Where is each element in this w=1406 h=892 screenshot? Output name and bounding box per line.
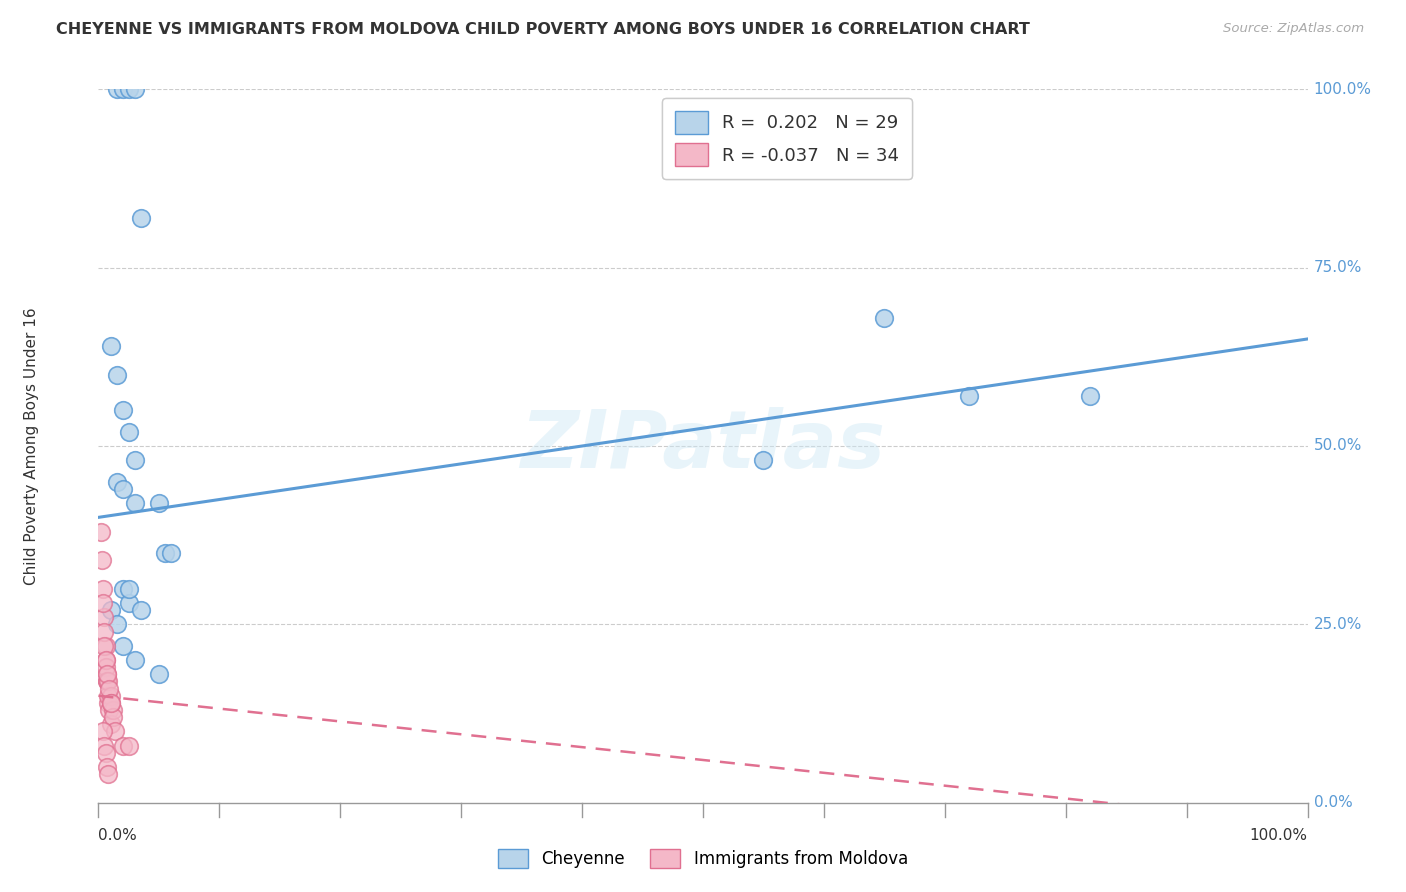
- Point: [957, 389, 980, 403]
- Point: [124, 653, 146, 667]
- Point: [100, 717, 122, 731]
- Point: [148, 496, 170, 510]
- Point: [93, 624, 115, 639]
- Point: [105, 82, 128, 96]
- Text: 50.0%: 50.0%: [1313, 439, 1362, 453]
- Point: [148, 667, 170, 681]
- Point: [94, 746, 117, 760]
- Point: [105, 475, 128, 489]
- Point: [118, 596, 141, 610]
- Point: [101, 710, 124, 724]
- Point: [91, 553, 114, 567]
- Point: [96, 667, 118, 681]
- Point: [124, 496, 146, 510]
- Text: 0.0%: 0.0%: [98, 828, 138, 843]
- Point: [104, 724, 127, 739]
- Point: [160, 546, 183, 560]
- Point: [129, 211, 152, 225]
- Point: [118, 82, 141, 96]
- Point: [752, 453, 775, 467]
- Point: [91, 724, 114, 739]
- Point: [153, 546, 176, 560]
- Point: [105, 368, 128, 382]
- Point: [111, 582, 134, 596]
- Point: [118, 739, 141, 753]
- Point: [93, 639, 115, 653]
- Text: ZIPatlas: ZIPatlas: [520, 407, 886, 485]
- Point: [94, 639, 117, 653]
- Point: [101, 703, 124, 717]
- Point: [97, 689, 120, 703]
- Point: [97, 696, 120, 710]
- Text: 75.0%: 75.0%: [1313, 260, 1362, 275]
- Point: [93, 739, 115, 753]
- Point: [100, 689, 122, 703]
- Point: [96, 667, 118, 681]
- Point: [111, 482, 134, 496]
- Text: Child Poverty Among Boys Under 16: Child Poverty Among Boys Under 16: [24, 307, 39, 585]
- Point: [97, 767, 120, 781]
- Point: [124, 453, 146, 467]
- Point: [111, 639, 134, 653]
- Point: [105, 617, 128, 632]
- Point: [91, 582, 114, 596]
- Text: Source: ZipAtlas.com: Source: ZipAtlas.com: [1223, 22, 1364, 36]
- Point: [98, 703, 121, 717]
- Point: [96, 760, 118, 774]
- Point: [100, 603, 122, 617]
- Legend: R =  0.202   N = 29, R = -0.037   N = 34: R = 0.202 N = 29, R = -0.037 N = 34: [662, 98, 911, 179]
- Text: CHEYENNE VS IMMIGRANTS FROM MOLDOVA CHILD POVERTY AMONG BOYS UNDER 16 CORRELATIO: CHEYENNE VS IMMIGRANTS FROM MOLDOVA CHIL…: [56, 22, 1031, 37]
- Point: [97, 674, 120, 689]
- Point: [98, 681, 121, 696]
- Point: [100, 339, 122, 353]
- Point: [111, 403, 134, 417]
- Point: [100, 696, 122, 710]
- Point: [111, 739, 134, 753]
- Point: [94, 653, 117, 667]
- Point: [94, 653, 117, 667]
- Point: [873, 310, 896, 325]
- Point: [93, 610, 115, 624]
- Text: 100.0%: 100.0%: [1313, 82, 1372, 96]
- Point: [111, 82, 134, 96]
- Point: [91, 596, 114, 610]
- Point: [118, 425, 141, 439]
- Text: 100.0%: 100.0%: [1250, 828, 1308, 843]
- Legend: Cheyenne, Immigrants from Moldova: Cheyenne, Immigrants from Moldova: [492, 842, 914, 875]
- Point: [118, 582, 141, 596]
- Point: [94, 660, 117, 674]
- Point: [129, 603, 152, 617]
- Point: [96, 674, 118, 689]
- Point: [96, 674, 118, 689]
- Point: [1078, 389, 1101, 403]
- Text: 0.0%: 0.0%: [1313, 796, 1353, 810]
- Text: 25.0%: 25.0%: [1313, 617, 1362, 632]
- Point: [90, 524, 112, 539]
- Point: [100, 696, 122, 710]
- Point: [124, 82, 146, 96]
